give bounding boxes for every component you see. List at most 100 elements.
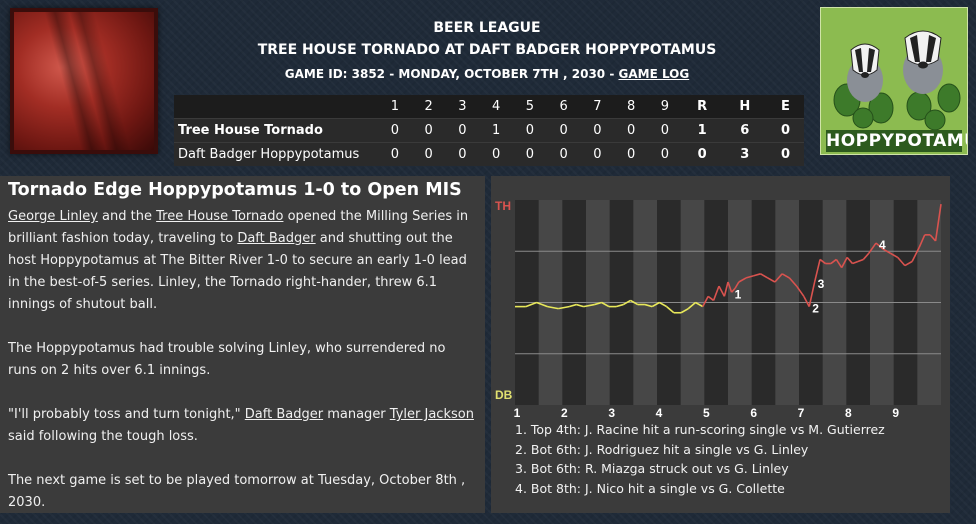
win-probability-segment	[852, 260, 859, 265]
story-paragraph-4: The next game is set to be played tomorr…	[8, 473, 466, 510]
inning-score: 0	[424, 123, 433, 138]
story-paragraph-3: "I'll probably toss and turn tonight," D…	[8, 404, 477, 448]
key-event: 4. Bot 8th: J. Nico hit a single vs G. C…	[515, 480, 785, 496]
home-axis-label: DB	[495, 388, 513, 402]
game-info-text: GAME ID: 3852 - MONDAY, OCTOBER 7TH , 20…	[284, 67, 619, 81]
inning-label: 2	[561, 406, 568, 420]
inning-label: 1	[514, 406, 521, 420]
linescore-header: 8	[614, 95, 648, 119]
inning-score: 0	[593, 123, 602, 138]
inning-score: 0	[525, 147, 535, 162]
win-probability-segment	[841, 257, 848, 269]
game-info: GAME ID: 3852 - MONDAY, OCTOBER 7TH , 20…	[160, 67, 814, 81]
win-probability-segment	[666, 305, 675, 314]
win-probability-segment	[857, 258, 864, 263]
hits-total: 6	[740, 123, 750, 138]
linescore-header: 5	[513, 95, 547, 119]
inning-score: 0	[390, 123, 400, 138]
badger-icon	[821, 8, 967, 154]
win-probability-segment	[622, 299, 631, 306]
win-probability-segment	[615, 303, 624, 308]
win-probability-segment	[882, 248, 891, 254]
inning-score: 0	[660, 123, 670, 138]
story-text: opened the Milling Series in brilliant f…	[8, 209, 469, 246]
inning-score: 0	[424, 147, 433, 162]
win-probability-segment	[702, 295, 709, 307]
event-marker: 4	[879, 238, 886, 252]
win-probability-segment	[687, 301, 697, 310]
win-probability-segment	[576, 303, 584, 308]
win-probability-segment	[904, 260, 913, 267]
win-probability-segment	[774, 273, 783, 283]
team-link-tree-house-tornado[interactable]: Tree House Tornado	[156, 209, 284, 224]
win-probability-segment	[803, 295, 810, 307]
team-link-daft-badger[interactable]: Daft Badger	[237, 231, 316, 246]
story-text: said following the tough loss.	[8, 429, 198, 444]
team-name-home[interactable]: Daft Badger Hoppypotamus	[178, 147, 360, 162]
win-probability-segment	[712, 285, 720, 301]
linescore-header: 2	[411, 95, 446, 119]
inning-label: 8	[845, 406, 852, 420]
win-probability-segment	[835, 259, 843, 269]
win-probability-segment	[558, 305, 570, 310]
win-probability-segment	[934, 203, 942, 242]
inning-score: 0	[458, 123, 467, 138]
story-text: manager	[323, 407, 390, 422]
win-probability-segment	[601, 301, 610, 308]
key-events-list: 1. Top 4th: J. Racine hit a run-scoring …	[515, 420, 885, 498]
win-probability-segment	[862, 252, 870, 260]
inning-score: 1	[491, 123, 501, 138]
linescore-header: 1	[378, 95, 412, 119]
runs-total: 0	[697, 147, 707, 162]
inning-score: 0	[626, 147, 636, 162]
inning-score: 0	[559, 123, 568, 138]
win-probability-segment	[568, 303, 577, 308]
win-probability-segment	[738, 277, 747, 283]
win-probability-segment	[594, 301, 602, 306]
win-probability-segment	[644, 303, 653, 308]
home-team-logo[interactable]: HOPPYPOTAMUS	[820, 7, 968, 155]
win-probability-segment	[583, 303, 595, 308]
game-log-link[interactable]: GAME LOG	[618, 67, 690, 81]
linescore-header: 3	[445, 95, 480, 119]
player-link-george-linley[interactable]: George Linley	[8, 209, 98, 224]
linescore-row-home: Daft Badger Hoppypotamus 0 0 0 0 0 0 0 0…	[174, 142, 804, 166]
inning-score: 0	[525, 123, 535, 138]
story-paragraph-1: George Linley and the Tree House Tornado…	[8, 206, 477, 316]
away-team-logo[interactable]	[10, 8, 158, 154]
linescore-header: 7	[580, 95, 615, 119]
story-text: "I'll probably toss and turn tonight,"	[8, 407, 245, 422]
inning-score: 0	[390, 147, 400, 162]
away-axis-label: TH	[495, 199, 511, 213]
story-paragraph-2: The Hoppypotamus had trouble solving Lin…	[8, 341, 446, 378]
matchup-title: TREE HOUSE TORNADO AT DAFT BADGER HOPPYP…	[257, 42, 717, 58]
event-marker: 3	[818, 277, 825, 291]
win-probability-segment	[868, 242, 877, 254]
linescore-header-runs: R	[681, 95, 723, 119]
errors-total: 0	[780, 123, 790, 138]
win-probability-segment	[781, 273, 790, 279]
inning-score: 0	[458, 147, 467, 162]
win-probability-segment	[819, 258, 826, 265]
win-probability-segment	[723, 281, 729, 297]
team-name-away[interactable]: Tree House Tornado	[178, 123, 323, 138]
win-probability-segment	[767, 277, 776, 283]
win-probability-segment	[911, 246, 921, 262]
win-probability-segment	[745, 275, 754, 279]
linescore-header: 6	[546, 95, 581, 119]
win-probability-segment	[536, 301, 548, 308]
inning-label: 3	[608, 406, 615, 420]
hits-total: 3	[740, 147, 750, 162]
inning-label: 9	[892, 406, 899, 420]
manager-link-tyler-jackson[interactable]: Tyler Jackson	[389, 407, 474, 422]
runs-total: 1	[697, 123, 707, 138]
inning-label: 4	[656, 406, 663, 420]
inning-score: 0	[660, 147, 670, 162]
team-link-daft-badger[interactable]: Daft Badger	[244, 407, 324, 422]
linescore-table: 1 2 3 4 5 6 7 8 9 R H E Tree House Torna…	[174, 95, 804, 166]
win-probability-segment	[795, 285, 805, 297]
linescore-header: 9	[648, 95, 682, 119]
win-probability-segment	[695, 301, 704, 308]
event-marker: 1	[735, 287, 742, 301]
